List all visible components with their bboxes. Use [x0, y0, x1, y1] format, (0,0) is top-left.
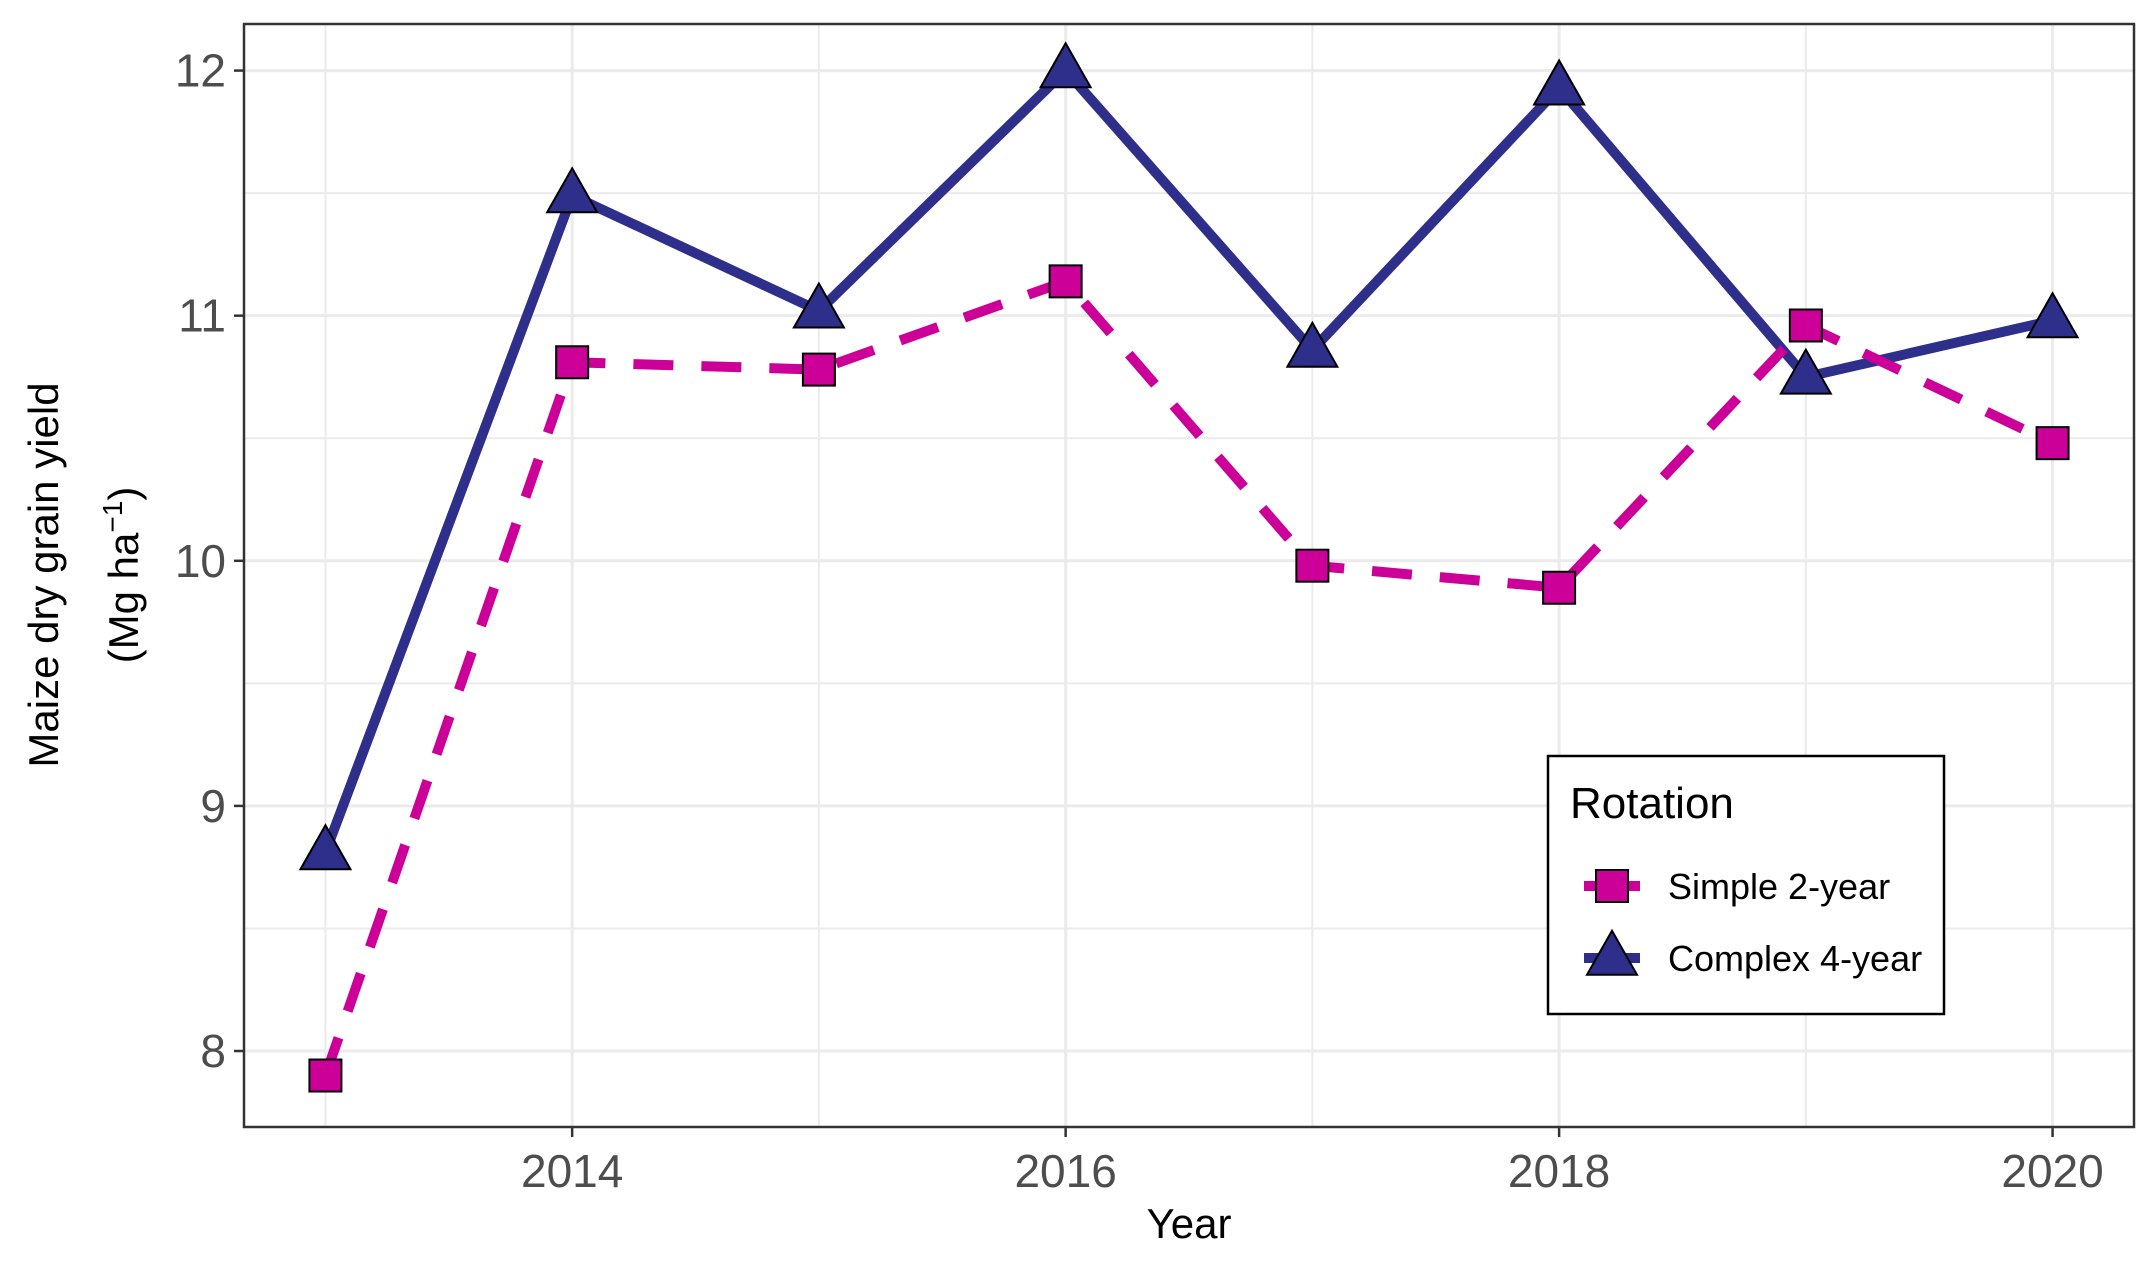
y-tick-label: 10: [175, 535, 226, 587]
data-point: [1038, 41, 1093, 89]
legend-items: Simple 2-year Complex 4-year: [1584, 866, 1922, 979]
legend-title: Rotation: [1570, 779, 1734, 828]
y-tick-label: 9: [200, 780, 226, 832]
data-point: [1779, 347, 1833, 395]
y-tick-label: 12: [175, 45, 226, 97]
data-point: [792, 281, 846, 329]
y-axis-unit: (Mg ha: [100, 532, 147, 663]
y-tick-label: 11: [178, 290, 226, 342]
data-point: [1048, 264, 1083, 299]
data-point: [801, 352, 836, 387]
legend-item: Simple 2-year: [1584, 866, 1890, 907]
y-axis-unit-exponent: −1: [97, 501, 128, 533]
series-line: [320, 65, 2054, 855]
series-complex-4-year: [298, 41, 2080, 871]
data-point: [1788, 308, 1823, 343]
data-point: [298, 823, 353, 871]
legend-label: Simple 2-year: [1668, 866, 1890, 907]
data-point: [555, 345, 590, 380]
data-point: [1532, 58, 1586, 106]
y-axis-title-line2: (Mg ha−1): [97, 487, 147, 664]
data-point: [545, 166, 599, 214]
legend-item: Complex 4-year: [1584, 928, 1922, 979]
data-point: [308, 1058, 343, 1093]
x-tick-label: 2014: [521, 1145, 623, 1197]
x-axis-title: Year: [1147, 1200, 1232, 1247]
y-axis-title: Maize dry grain yield (Mg ha−1): [20, 382, 147, 767]
legend-label: Complex 4-year: [1668, 938, 1922, 979]
x-tick-label: 2020: [2001, 1145, 2103, 1197]
data-point: [1295, 548, 1330, 583]
series-line: [320, 276, 2055, 1078]
x-tick-label: 2018: [1508, 1145, 1610, 1197]
legend-key-marker: [1585, 928, 1639, 976]
series-simple-2-year: [308, 264, 2070, 1093]
axes: 2014 2016 2018 2020 8 9 10 11 12: [175, 45, 2104, 1197]
data-point: [1542, 570, 1577, 605]
legend: Rotation Simple 2-year Complex 4-year: [1546, 754, 1946, 1016]
data-point: [1285, 320, 1340, 368]
series-layer: [298, 41, 2080, 1093]
data-point: [2025, 291, 2080, 339]
legend-key-marker: [1595, 869, 1629, 903]
y-axis-unit-close: ): [100, 487, 147, 501]
y-axis-title-line1: Maize dry grain yield: [20, 382, 67, 767]
panel-border: [242, 22, 2136, 1129]
x-tick-label: 2016: [1014, 1145, 1116, 1197]
data-point: [2035, 426, 2070, 461]
y-tick-label: 8: [200, 1025, 226, 1077]
